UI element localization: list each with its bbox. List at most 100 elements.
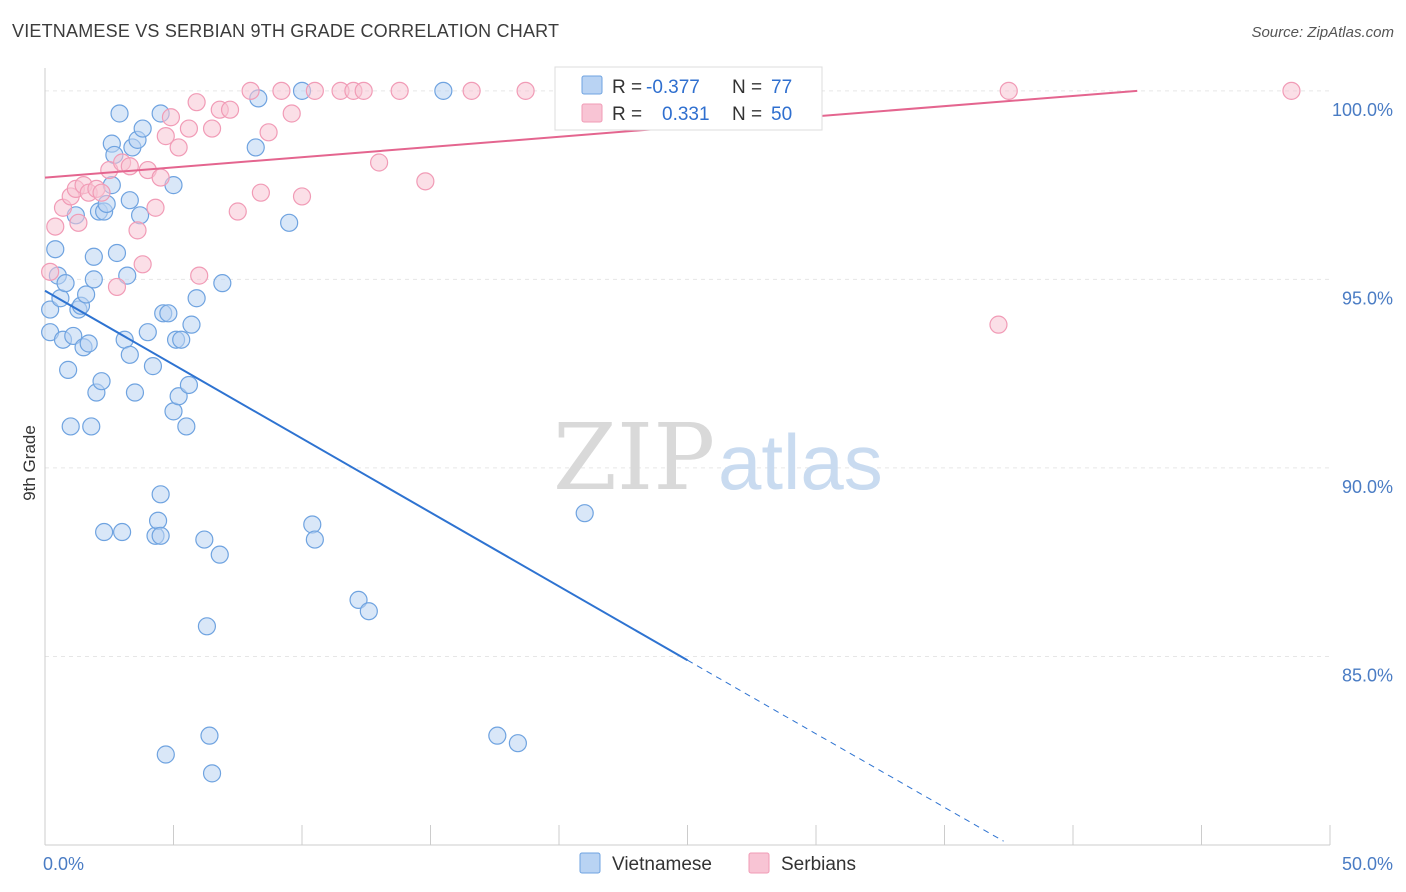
vietnamese-point-4 — [51, 289, 70, 308]
legend-r-label-1: R = — [612, 77, 642, 98]
vietnamese-point-22 — [95, 522, 114, 542]
vietnamese-point-53 — [177, 417, 196, 436]
watermark-atlas: atlas — [718, 418, 883, 506]
y-tick-label-2: 90.0% — [1342, 477, 1393, 497]
serbian-point-48 — [1282, 81, 1301, 100]
legend-box: R = -0.377 N = 77 R = 0.331 N = 50 — [554, 66, 823, 131]
vietnamese-trend-extension — [687, 659, 1004, 842]
legend-n-value-serbians: 50 — [771, 104, 792, 125]
vietnamese-point-0 — [41, 300, 60, 319]
bottom-legend: Vietnamese Serbians — [579, 852, 856, 875]
vietnamese-point-2 — [46, 240, 65, 259]
bottom-legend-label-vietnamese: Vietnamese — [612, 854, 712, 875]
vietnamese-point-63 — [246, 138, 265, 157]
serbian-point-37 — [354, 81, 373, 100]
grid-lines — [45, 90, 1330, 657]
vietnamese-point-31 — [120, 345, 139, 364]
vietnamese-point-37 — [133, 119, 152, 138]
legend-n-value-vietnamese: 77 — [771, 77, 792, 98]
serbian-point-32 — [282, 104, 301, 123]
vietnamese-point-17 — [84, 247, 103, 266]
serbian-point-49 — [69, 213, 88, 232]
serbian-point-14 — [133, 255, 152, 274]
serbian-point-1 — [46, 217, 65, 236]
vietnamese-point-41 — [148, 511, 168, 530]
vietnamese-point-60 — [202, 764, 222, 783]
vietnamese-point-8 — [61, 417, 80, 436]
serbian-point-23 — [190, 266, 209, 285]
vietnamese-point-39 — [143, 357, 163, 376]
vietnamese-point-36 — [130, 206, 150, 225]
serbian-trend-line — [44, 89, 1138, 179]
legend-swatch-serbians — [581, 103, 603, 123]
trend-lines — [44, 89, 1138, 842]
vietnamese-point-20 — [92, 372, 111, 391]
vietnamese-point-56 — [187, 289, 206, 308]
serbian-point-30 — [259, 123, 278, 142]
vietnamese-point-67 — [303, 515, 322, 534]
vietnamese-point-38 — [138, 323, 157, 342]
vietnamese-points — [41, 81, 594, 783]
legend-n-label-2: N = — [732, 104, 762, 125]
serbian-point-29 — [251, 183, 270, 202]
bottom-legend-swatch-serbians — [748, 852, 770, 874]
vietnamese-point-51 — [169, 387, 188, 406]
watermark-zip: ZIP — [553, 404, 715, 511]
legend-r-value-serbians: 0.331 — [662, 104, 710, 125]
serbian-point-39 — [390, 81, 409, 100]
bottom-legend-label-serbians: Serbians — [781, 854, 856, 875]
vietnamese-point-43 — [151, 485, 170, 504]
vietnamese-point-47 — [159, 304, 178, 323]
legend-r-value-vietnamese: -0.377 — [646, 77, 700, 98]
serbian-point-33 — [292, 187, 312, 206]
y-tick-label-0: 100.0% — [1332, 100, 1393, 120]
vietnamese-point-73 — [508, 734, 527, 753]
serbian-point-17 — [151, 168, 170, 187]
serbian-point-19 — [161, 108, 181, 127]
vietnamese-point-65 — [280, 213, 299, 232]
vietnamese-point-55 — [182, 315, 201, 334]
x-tick-label-1: 50.0% — [1342, 854, 1393, 874]
serbian-point-40 — [416, 172, 435, 191]
serbian-point-22 — [187, 93, 206, 112]
legend-r-label-2: R = — [612, 104, 642, 125]
serbian-point-24 — [202, 119, 222, 138]
y-tick-labels: 100.0% 95.0% 90.0% 85.0% — [1332, 100, 1393, 686]
vietnamese-point-54 — [179, 375, 199, 395]
vietnamese-point-59 — [200, 726, 219, 745]
vietnamese-point-26 — [107, 243, 127, 263]
serbian-point-47 — [999, 81, 1018, 100]
vietnamese-trend-line — [44, 289, 688, 662]
x-tick-labels: 0.0% 50.0% — [43, 854, 1393, 874]
vietnamese-point-68 — [305, 530, 324, 549]
serbian-point-8 — [92, 183, 111, 202]
serbian-point-10 — [107, 277, 127, 297]
serbian-point-16 — [146, 198, 165, 217]
serbian-point-13 — [128, 221, 147, 240]
vietnamese-point-57 — [195, 530, 214, 549]
vietnamese-point-71 — [434, 81, 453, 100]
serbian-point-20 — [169, 138, 188, 157]
vietnamese-point-70 — [359, 602, 378, 621]
vietnamese-point-7 — [59, 360, 78, 379]
serbian-point-34 — [305, 81, 324, 100]
chart-source: Source: ZipAtlas.com — [1251, 24, 1394, 41]
serbian-point-21 — [179, 119, 199, 138]
vietnamese-point-69 — [349, 590, 368, 610]
vietnamese-point-28 — [112, 522, 132, 542]
serbian-point-31 — [272, 81, 291, 100]
vietnamese-point-32 — [120, 191, 139, 210]
vietnamese-point-30 — [118, 266, 137, 285]
vietnamese-point-49 — [164, 402, 183, 421]
serbian-point-27 — [228, 202, 247, 221]
vietnamese-point-9 — [64, 326, 83, 346]
chart-title: VIETNAMESE VS SERBIAN 9TH GRADE CORRELAT… — [12, 21, 560, 41]
vietnamese-point-61 — [210, 545, 229, 564]
vietnamese-point-34 — [125, 383, 145, 402]
vietnamese-point-15 — [79, 334, 98, 353]
vietnamese-point-46 — [156, 745, 175, 764]
vietnamese-point-52 — [172, 330, 191, 349]
vietnamese-point-58 — [197, 617, 217, 636]
vietnamese-point-27 — [110, 104, 129, 123]
